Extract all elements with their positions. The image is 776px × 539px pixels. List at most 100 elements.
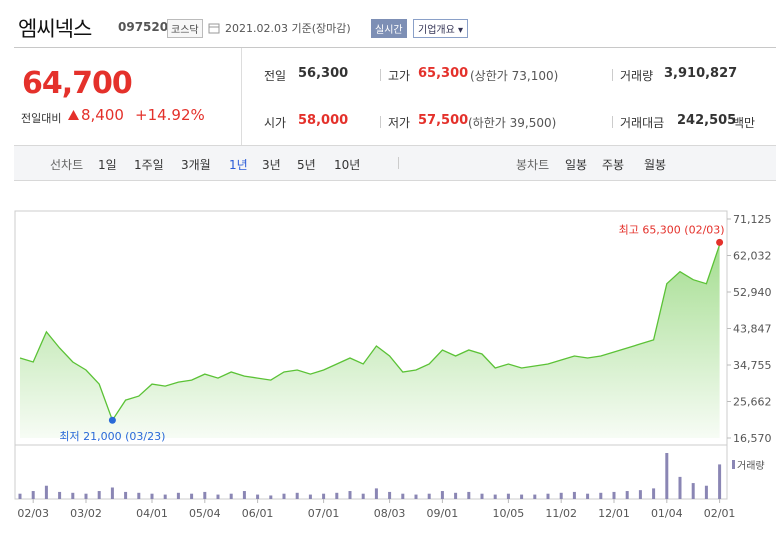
period-tab[interactable]: 1주일 xyxy=(134,158,164,172)
volume-bar xyxy=(440,491,444,499)
volume-bar xyxy=(216,494,220,499)
y-tick-label: 62,032 xyxy=(733,250,772,263)
volume-bar xyxy=(124,491,128,499)
volume-bar xyxy=(520,494,524,499)
stat-value: 65,300 xyxy=(418,66,469,81)
volume-bar xyxy=(678,476,682,499)
volume-bar xyxy=(493,494,497,499)
volume-bar xyxy=(665,453,669,499)
candle-tab[interactable]: 주봉 xyxy=(602,158,625,172)
x-tick-label: 03/02 xyxy=(70,507,102,520)
change-pct: +14.92% xyxy=(135,106,205,124)
volume-bar xyxy=(150,493,154,499)
x-tick-label: 01/04 xyxy=(651,507,683,520)
volume-bar xyxy=(84,493,88,499)
volume-bar xyxy=(559,492,563,499)
volume-bar xyxy=(229,493,233,499)
x-tick-label: 04/01 xyxy=(136,507,168,520)
volume-bar xyxy=(454,492,458,499)
tab-bar xyxy=(14,145,776,181)
company-button[interactable]: 기업개요 ▾ xyxy=(413,19,468,38)
volume-bar xyxy=(401,493,405,499)
x-tick-label: 06/01 xyxy=(242,507,274,520)
tab-group-label: 봉차트 xyxy=(516,158,550,172)
stock-name: 엠씨넥스 xyxy=(18,17,92,41)
volume-bar xyxy=(335,492,339,499)
volume-bar xyxy=(163,494,167,499)
volume-legend-swatch xyxy=(732,460,735,469)
realtime-button[interactable]: 실시간 xyxy=(371,19,407,38)
period-tab[interactable]: 1일 xyxy=(98,158,117,172)
volume-bar xyxy=(31,491,35,499)
volume-bar xyxy=(533,494,537,499)
volume-bar xyxy=(322,493,326,499)
y-tick-label: 52,940 xyxy=(733,286,772,299)
high-label: 최고 65,300 (02/03) xyxy=(619,223,725,236)
market-tag: 코스닥 xyxy=(167,19,203,38)
volume-bar xyxy=(414,494,418,499)
volume-bar xyxy=(110,487,114,499)
stat-label: 거래대금 xyxy=(620,116,665,130)
stat-value: 56,300 xyxy=(298,66,349,81)
volume-bar xyxy=(704,485,708,499)
separator xyxy=(380,69,381,81)
stat-note: (상한가 73,100) xyxy=(470,69,559,83)
volume-bar xyxy=(176,492,180,499)
volume-bar xyxy=(71,492,75,499)
volume-bar xyxy=(203,491,207,499)
volume-bar xyxy=(612,491,616,499)
period-tab[interactable]: 5년 xyxy=(297,158,316,172)
stock-code: 097520 xyxy=(118,20,169,34)
volume-bar xyxy=(58,491,62,499)
stat-note: (하한가 39,500) xyxy=(468,116,557,130)
volume-bar xyxy=(467,491,471,499)
candle-tab[interactable]: 일봉 xyxy=(565,158,588,172)
high-marker xyxy=(716,238,724,246)
volume-bar xyxy=(638,490,642,499)
change: 8,400 xyxy=(81,106,124,124)
separator xyxy=(380,116,381,128)
stat-value: 242,505 xyxy=(677,113,737,128)
period-tab[interactable]: 3년 xyxy=(262,158,281,172)
tab-group-label: 선차트 xyxy=(50,158,84,172)
volume-bar xyxy=(18,493,22,499)
volume-bar xyxy=(374,488,378,499)
up-arrow xyxy=(68,110,79,120)
period-tab[interactable]: 1년 xyxy=(229,158,248,172)
candle-tab[interactable]: 월봉 xyxy=(644,158,667,172)
low-marker xyxy=(108,416,116,424)
volume-bar xyxy=(625,491,629,499)
volume-bar xyxy=(256,494,260,499)
base-date: 2021.02.03 기준(장마감) xyxy=(225,22,351,35)
volume-bar xyxy=(480,493,484,499)
volume-bar xyxy=(137,492,141,499)
calendar-icon xyxy=(208,23,220,34)
volume-bar xyxy=(586,493,590,499)
volume-bar xyxy=(691,483,695,499)
price-box xyxy=(14,48,242,145)
volume-bar xyxy=(718,464,722,499)
volume-bar xyxy=(599,492,603,499)
volume-bar xyxy=(388,491,392,499)
price: 64,700 xyxy=(22,66,133,101)
separator xyxy=(398,157,399,169)
period-tab[interactable]: 3개월 xyxy=(181,158,211,172)
x-tick-label: 08/03 xyxy=(374,507,406,520)
volume-legend: 거래량 xyxy=(737,460,765,472)
period-tab[interactable]: 10년 xyxy=(334,158,361,172)
volume-bar xyxy=(44,485,48,499)
volume-bar xyxy=(282,493,286,499)
x-tick-label: 11/02 xyxy=(545,507,577,520)
x-tick-label: 07/01 xyxy=(308,507,340,520)
y-tick-label: 16,570 xyxy=(733,432,772,445)
volume-bar xyxy=(308,494,312,499)
x-tick-label: 05/04 xyxy=(189,507,221,520)
volume-bar xyxy=(427,493,431,499)
separator xyxy=(612,69,613,81)
volume-bar xyxy=(348,491,352,499)
x-tick-label: 12/01 xyxy=(598,507,630,520)
y-tick-label: 34,755 xyxy=(733,359,772,372)
volume-bar xyxy=(506,493,510,499)
